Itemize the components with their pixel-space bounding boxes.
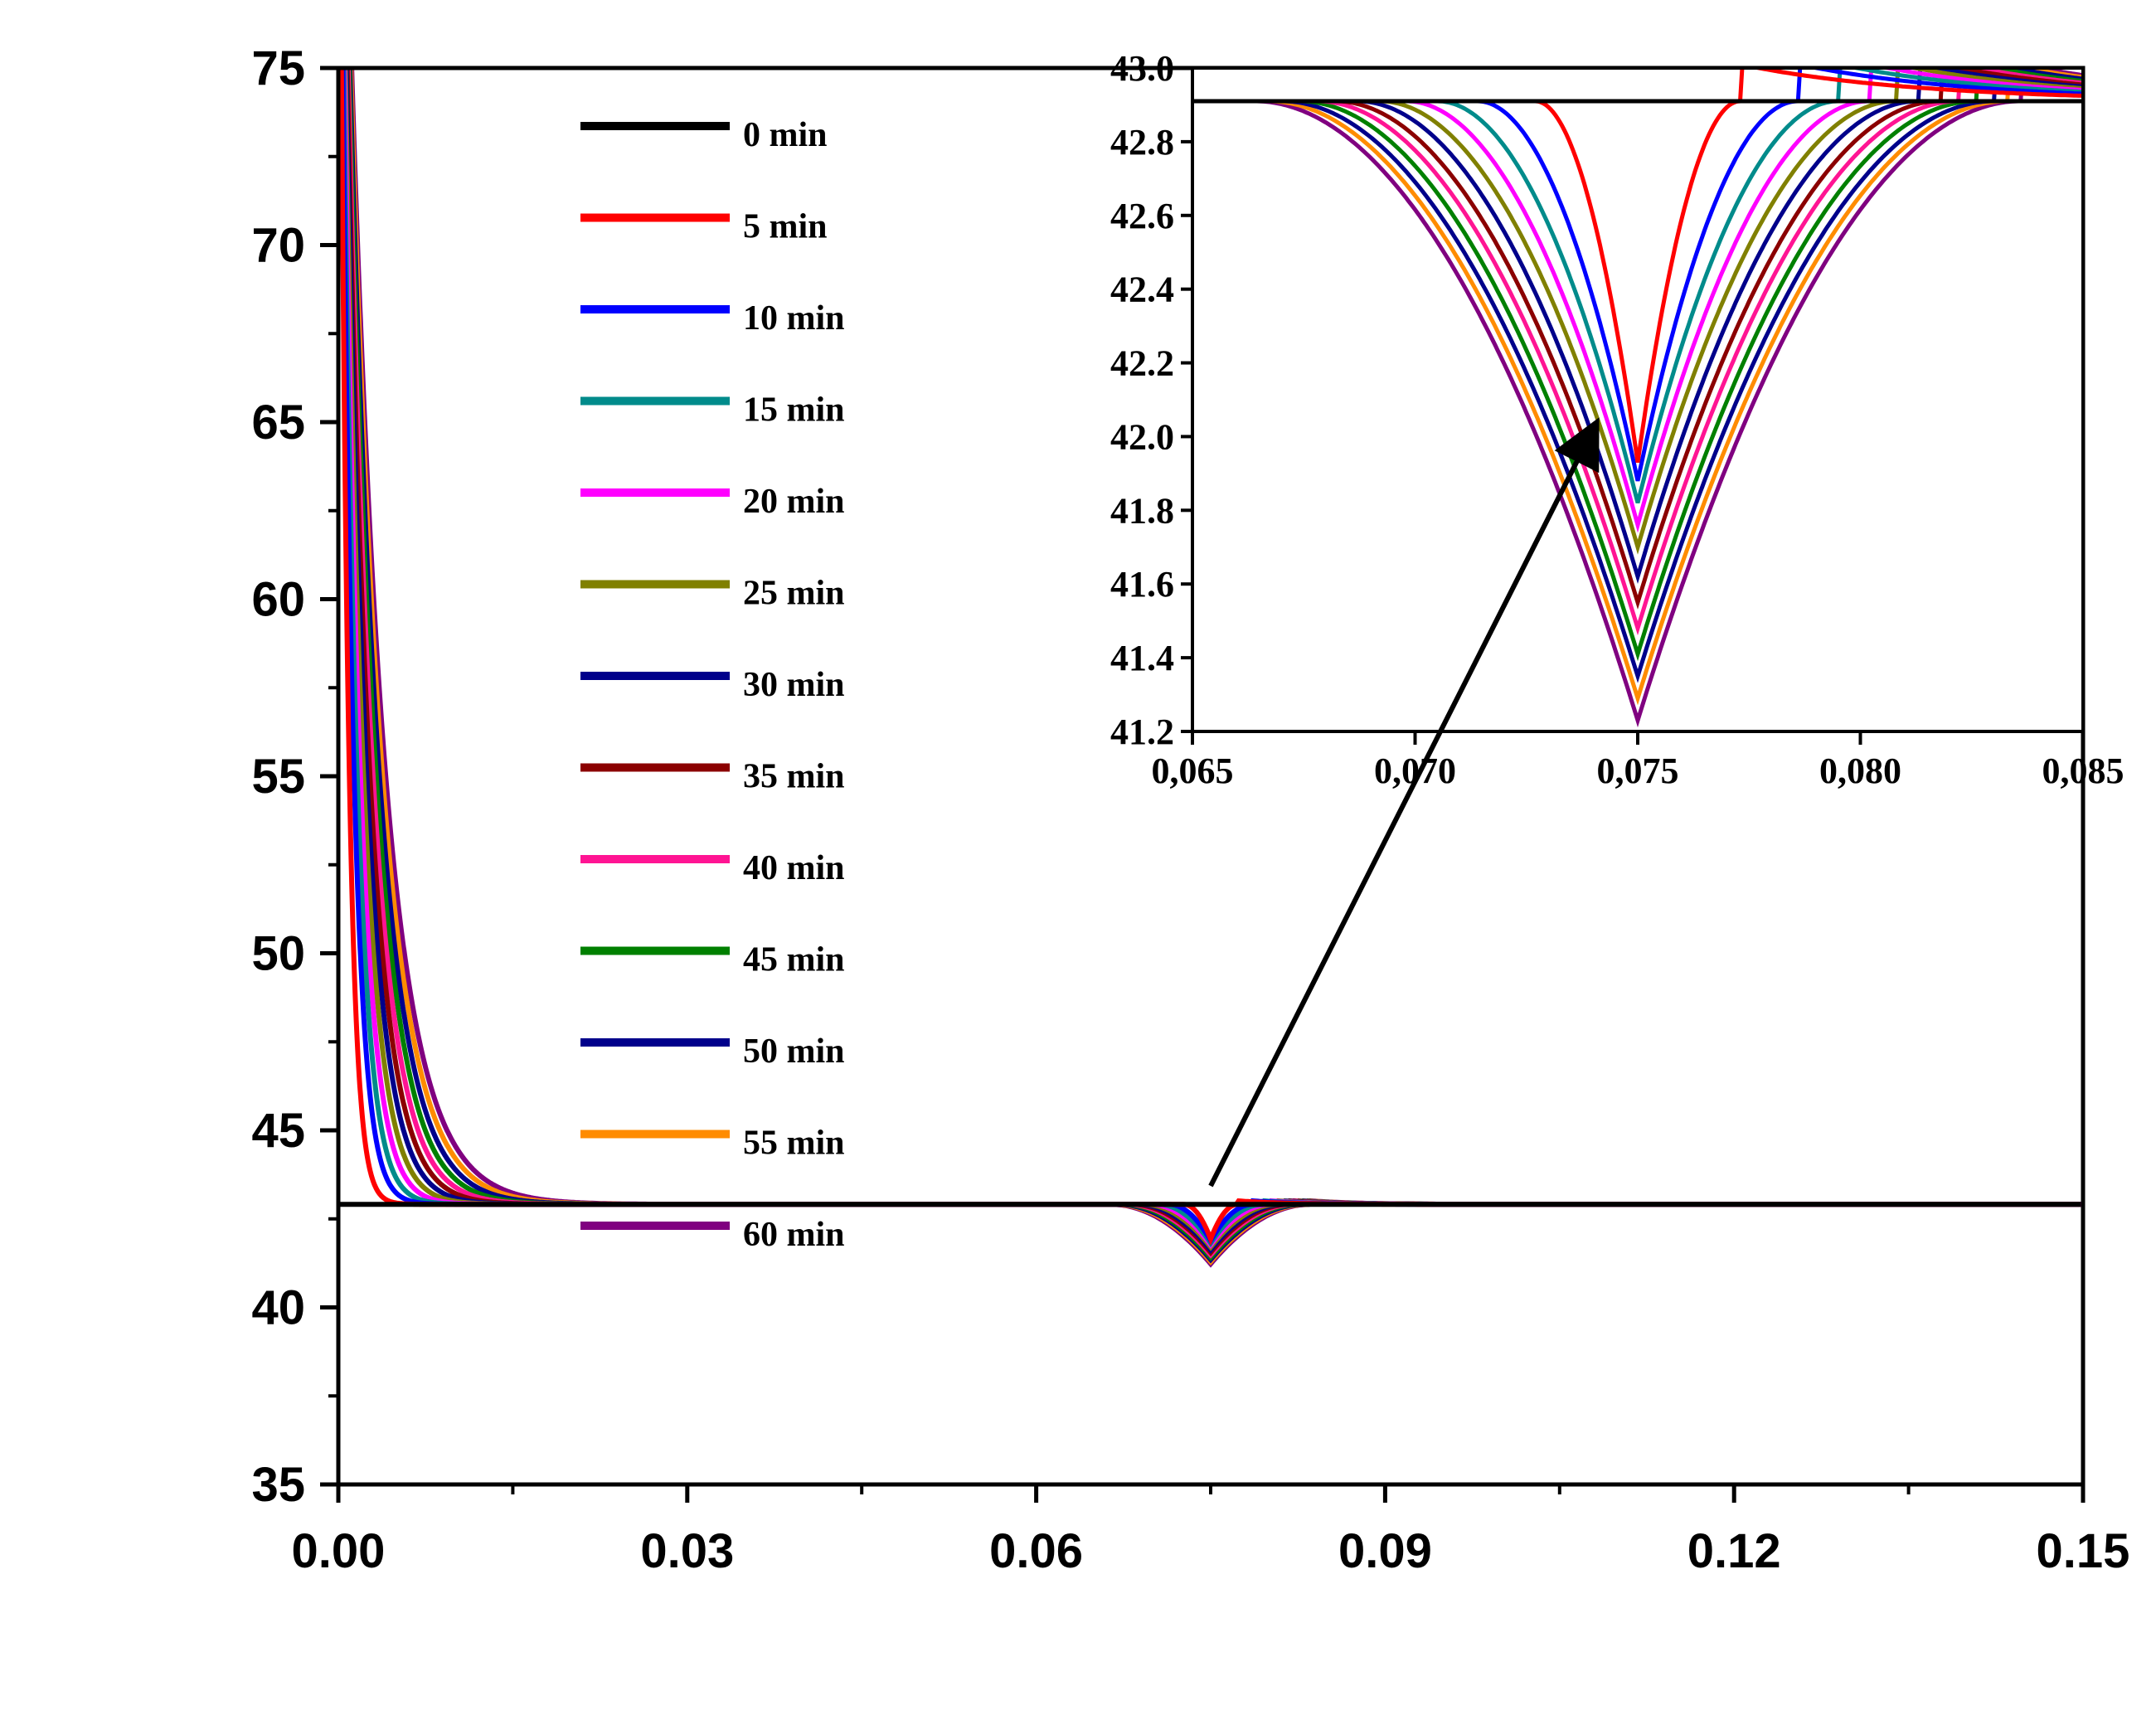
main-x-ticks: 0.00 0.03 0.06 0.09 0.12 0.15 xyxy=(292,1484,2130,1578)
inset-y-tick-label: 41.2 xyxy=(1110,712,1174,752)
main-x-tick-label: 0.09 xyxy=(1338,1524,1432,1578)
inset-y-tick-label: 42.2 xyxy=(1110,343,1174,384)
main-x-tick-label: 0.15 xyxy=(2037,1524,2130,1578)
legend-label-25-min: 25 min xyxy=(743,575,845,613)
inset-y-tick-label: 41.8 xyxy=(1110,490,1174,531)
inset-y-tick-label: 41.4 xyxy=(1110,638,1174,678)
inset-x-tick-label: 0,085 xyxy=(2042,751,2124,791)
inset-series-line-55-min xyxy=(1192,68,2083,706)
legend-label-60-min: 60 min xyxy=(743,1216,845,1254)
inset-y-ticks: 41.2 41.4 41.6 41.8 42.0 42.2 42.4 42.6 42.8 43.0 xyxy=(1110,48,1192,752)
inset-x-ticks: 0,065 0,070 0,075 0,080 0,085 xyxy=(1152,731,2124,791)
legend-label-15-min: 15 min xyxy=(743,391,845,430)
legend-label-40-min: 40 min xyxy=(743,849,845,887)
inset-series-line-40-min xyxy=(1192,68,2083,636)
legend: 0 min 5 min 10 min 15 min 20 min 25 min 30 min… xyxy=(580,116,845,1254)
main-y-ticks: 35 40 45 50 55 60 65 70 75 xyxy=(251,41,338,1512)
inset-y-tick-label: 42.8 xyxy=(1110,122,1174,163)
main-y-tick-label: 50 xyxy=(251,927,305,981)
main-x-tick-label: 0.03 xyxy=(640,1524,734,1578)
legend-label-30-min: 30 min xyxy=(743,666,845,704)
legend-label-0-min: 0 min xyxy=(743,116,828,154)
inset-y-tick-label: 42.0 xyxy=(1110,416,1174,457)
inset-x-tick-label: 0,080 xyxy=(1819,751,1901,791)
main-y-tick-label: 70 xyxy=(251,219,305,273)
main-y-tick-label: 60 xyxy=(251,573,305,627)
main-x-tick-label: 0.06 xyxy=(989,1524,1083,1578)
inset-background xyxy=(1192,68,2083,731)
main-y-tick-label: 40 xyxy=(251,1281,305,1335)
legend-label-45-min: 45 min xyxy=(743,941,845,979)
legend-label-20-min: 20 min xyxy=(743,483,845,521)
main-x-tick-label: 0.00 xyxy=(292,1524,386,1578)
inset-series-group xyxy=(1192,68,2083,728)
legend-label-5-min: 5 min xyxy=(743,208,828,246)
legend-label-35-min: 35 min xyxy=(743,758,845,796)
inset-y-tick-label: 42.4 xyxy=(1110,270,1174,310)
inset-series-line-60-min xyxy=(1192,68,2083,728)
main-series-group xyxy=(338,68,2081,1268)
main-y-tick-label: 55 xyxy=(251,750,305,804)
legend-label-50-min: 50 min xyxy=(743,1032,845,1071)
inset-series-line-45-min xyxy=(1192,68,2083,662)
inset-y-tick-label: 41.6 xyxy=(1110,564,1174,605)
legend-label-10-min: 10 min xyxy=(743,299,845,338)
inset-plot: 0,065 0,070 0,075 0,080 0,085 41.241.441.641… xyxy=(1110,48,2124,791)
main-y-tick-label: 65 xyxy=(251,396,305,449)
inset-y-tick-label: 42.6 xyxy=(1110,196,1174,236)
main-y-tick-label: 75 xyxy=(251,41,305,95)
main-y-tick-label: 35 xyxy=(251,1458,305,1512)
inset-series-line-50-min xyxy=(1192,68,2083,683)
main-y-tick-label: 45 xyxy=(251,1104,305,1158)
zoom-arrow xyxy=(1208,417,1600,1188)
legend-label-55-min: 55 min xyxy=(743,1125,845,1163)
inset-x-tick-label: 0,065 xyxy=(1152,751,1234,791)
main-x-tick-label: 0.12 xyxy=(1687,1524,1781,1578)
inset-x-tick-label: 0,075 xyxy=(1597,751,1679,791)
inset-y-tick-label: 43.0 xyxy=(1110,48,1174,89)
